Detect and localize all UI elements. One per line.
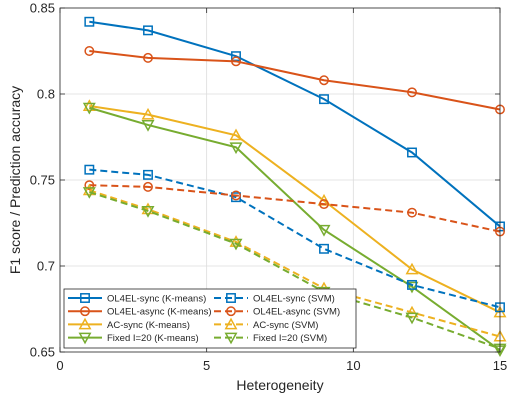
data-point [407, 207, 417, 218]
data-point [317, 224, 331, 237]
data-point [141, 120, 155, 132]
data-point [82, 183, 96, 196]
data-point [82, 187, 96, 199]
legend-marker [78, 332, 92, 345]
y-tick-label: 0.85 [30, 1, 55, 16]
data-point [229, 235, 243, 247]
data-point [319, 199, 329, 210]
data-point [84, 180, 95, 191]
legend-label: AC-sync (SVM) [253, 320, 318, 331]
legend-marker [78, 317, 92, 330]
legend-box [63, 288, 357, 349]
x-tick-label: 5 [203, 358, 210, 373]
legend-marker [80, 306, 90, 317]
legend-label: Fixed I=20 (K-means) [107, 333, 199, 344]
data-point [84, 16, 95, 27]
legend-entry: OL4EL-async (SVM) [214, 306, 340, 318]
data-point [84, 164, 95, 175]
legend-marker [224, 317, 238, 330]
data-point [231, 190, 241, 201]
y-tick-label: 0.75 [30, 173, 55, 188]
x-tick-label: 10 [346, 358, 360, 373]
x-tick-label: 15 [493, 358, 507, 373]
legend-entry: Fixed I=20 (SVM) [214, 332, 327, 345]
data-point [84, 46, 95, 56]
data-point [407, 87, 417, 98]
legend-label: OL4EL-async (K-means) [107, 307, 212, 318]
x-tick-label: 0 [56, 358, 63, 373]
data-point [405, 281, 419, 294]
data-point [405, 262, 419, 275]
legend-marker [226, 306, 236, 317]
legend-entry: Fixed I=20 (K-means) [68, 332, 199, 345]
axis-ticks: 0 5 10 15 0.65 0.7 0.75 0.8 0.85 [30, 1, 508, 374]
data-point [143, 25, 153, 36]
data-point [143, 181, 153, 192]
data-point [407, 279, 417, 290]
legend-label: OL4EL-async (SVM) [253, 307, 340, 318]
data-point [143, 169, 153, 180]
data-point [405, 312, 419, 325]
data-point [82, 99, 96, 111]
series-line [89, 105, 501, 314]
data-point [319, 94, 329, 105]
y-tick-label: 0.8 [37, 87, 55, 102]
legend-label: Fixed I=20 (SVM) [253, 333, 327, 344]
legend-label: OL4EL-sync (SVM) [253, 294, 335, 305]
series-line [89, 50, 501, 111]
series-group [82, 16, 507, 358]
legend-marker [224, 332, 238, 345]
x-axis-label: Heterogeneity [236, 377, 323, 393]
data-point [141, 206, 155, 218]
data-point [82, 102, 96, 115]
legend-entry: OL4EL-sync (SVM) [214, 293, 335, 305]
data-point [143, 52, 153, 63]
series-line [89, 168, 501, 309]
data-point [141, 107, 155, 120]
legend-label: AC-sync (K-means) [107, 320, 190, 331]
data-point [231, 56, 241, 67]
data-point [229, 238, 243, 251]
series-line [89, 191, 501, 350]
series-line [89, 106, 501, 352]
legend-label: OL4EL-sync (K-means) [107, 294, 206, 305]
series-0 [84, 16, 505, 232]
y-axis-label: F1 score / Prediction accuracy [7, 86, 23, 274]
y-tick-label: 0.7 [37, 259, 55, 274]
series-3 [82, 102, 507, 358]
legend-marker [226, 293, 236, 303]
data-point [319, 75, 329, 86]
legend: OL4EL-sync (K-means) OL4EL-async (K-means… [63, 288, 357, 349]
legend-entry: AC-sync (SVM) [214, 317, 318, 331]
y-tick-label: 0.65 [30, 345, 55, 360]
data-point [229, 142, 243, 155]
legend-entry: AC-sync (K-means) [68, 317, 190, 331]
data-point [319, 243, 329, 254]
legend-marker [80, 293, 90, 303]
series-line [89, 184, 501, 233]
data-point [141, 202, 155, 215]
legend-entry: OL4EL-sync (K-means) [68, 293, 206, 305]
data-point [229, 128, 243, 141]
series-line [89, 20, 501, 228]
legend-entry: OL4EL-async (K-means) [68, 306, 212, 318]
data-point [407, 147, 417, 158]
